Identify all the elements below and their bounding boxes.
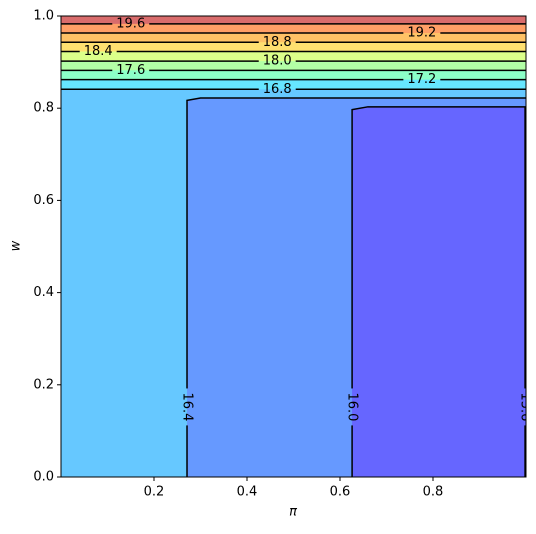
x-axis-label: π xyxy=(289,505,297,520)
y-tick-label: 0.8 xyxy=(33,101,54,116)
masked-lines xyxy=(61,23,526,477)
y-tick-label: 0.0 xyxy=(33,470,54,485)
contour-label: 19.2 xyxy=(407,26,436,41)
contour-label: 19.6 xyxy=(116,16,145,31)
y-tick-label: 1.0 xyxy=(33,9,54,24)
contour-fill xyxy=(61,16,526,477)
contour-label: 18.8 xyxy=(263,35,292,50)
contour-lines xyxy=(61,23,526,477)
contour-label: 17.6 xyxy=(116,63,145,78)
fills xyxy=(61,16,526,477)
y-tick-label: 0.6 xyxy=(33,193,54,208)
contour-label: 18.0 xyxy=(263,54,292,69)
x-tick-label: 0.2 xyxy=(144,485,165,500)
contour-label: 16.4 xyxy=(180,392,195,421)
contour-label: 15.6 xyxy=(518,392,533,421)
contour-line xyxy=(351,106,526,477)
plot-frame xyxy=(60,15,527,478)
x-tick-label: 0.6 xyxy=(330,485,351,500)
x-tick-label: 0.8 xyxy=(423,485,444,500)
contour-label: 17.2 xyxy=(407,72,436,87)
y-tick-label: 0.2 xyxy=(33,377,54,392)
contour-fill xyxy=(61,16,526,24)
contour-labels: 15.6 16.0 16.4 16.8 17.2 17.6 18.0 18.4 18.8 19.2… xyxy=(84,16,533,421)
contour-line xyxy=(186,97,526,477)
contour-label: 18.4 xyxy=(84,44,113,59)
x-tick-label: 0.4 xyxy=(237,485,258,500)
contour-label: 16.8 xyxy=(263,82,292,97)
contour-label: 16.0 xyxy=(345,392,360,421)
y-axis-label: w xyxy=(9,240,24,251)
y-tick-label: 0.4 xyxy=(33,285,54,300)
